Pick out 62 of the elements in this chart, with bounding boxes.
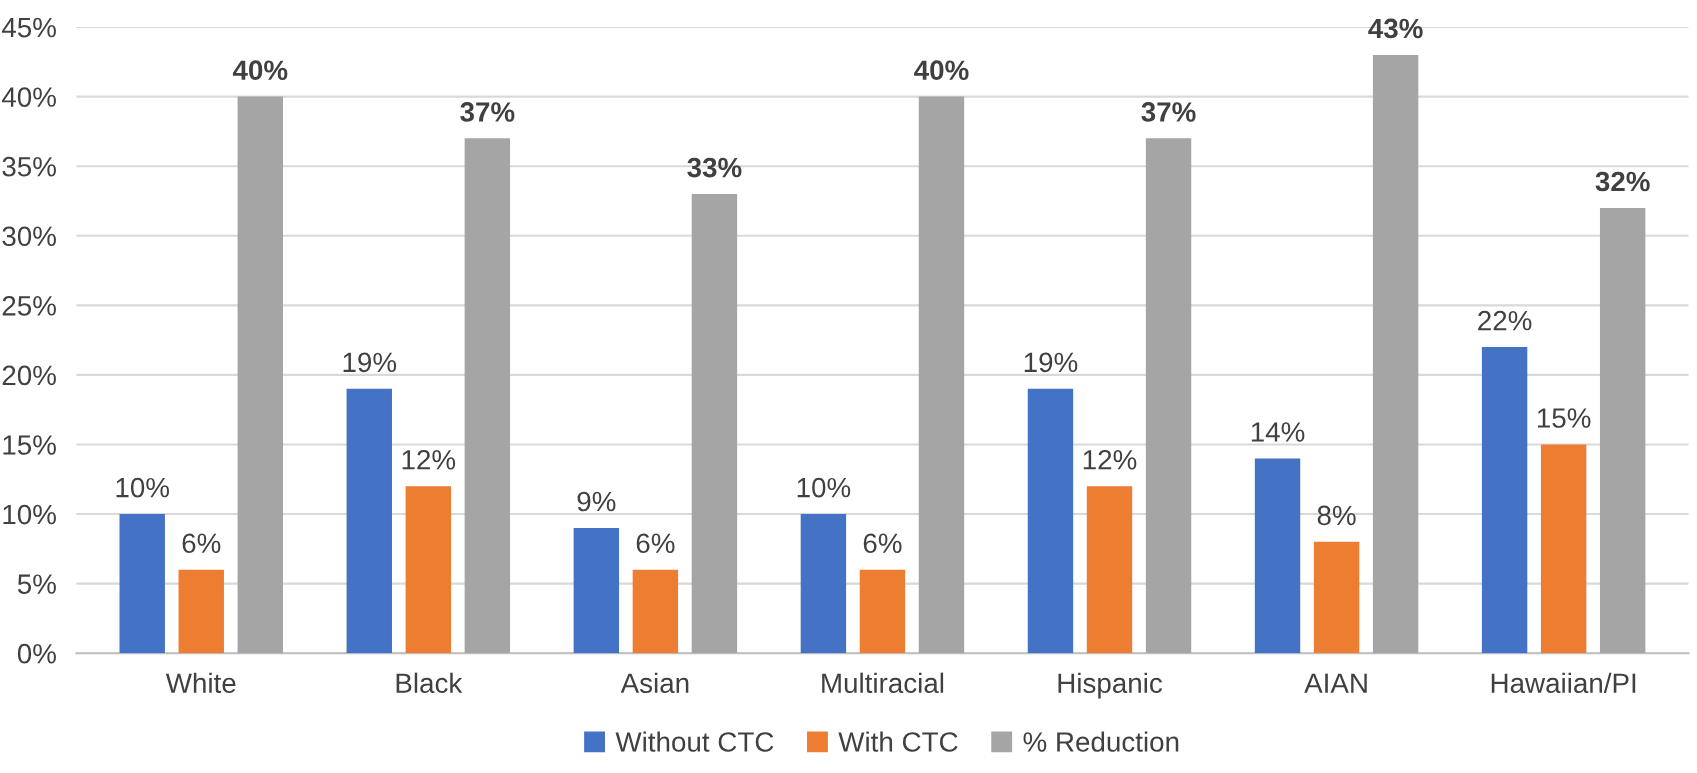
x-tick-label: AIAN <box>1304 673 1367 693</box>
bar <box>800 514 847 654</box>
bar <box>691 194 738 654</box>
bar <box>1086 486 1133 654</box>
x-tick-label: Multiracial <box>822 672 944 694</box>
y-tick-label: 45% <box>1 17 56 38</box>
data-label: 33% <box>687 157 742 178</box>
data-label: 37% <box>460 102 515 122</box>
bar <box>1027 388 1074 654</box>
data-label: 15% <box>1537 408 1591 428</box>
bar <box>1481 347 1528 654</box>
data-label: 32% <box>1595 171 1650 192</box>
x-tick-label: White <box>165 672 236 694</box>
bar <box>859 569 906 654</box>
data-label: 37% <box>1141 102 1196 122</box>
data-label: 19% <box>343 352 397 373</box>
data-label: 10% <box>797 477 851 498</box>
bar <box>1540 444 1587 654</box>
y-tick-label: 15% <box>3 435 56 455</box>
y-tick-label: 5% <box>17 574 56 594</box>
y-tick-label: 35% <box>2 156 56 177</box>
data-label: 10% <box>116 477 170 498</box>
bar <box>1254 458 1301 654</box>
bar <box>464 138 511 654</box>
data-label: 9% <box>577 491 616 512</box>
y-tick-label: 0% <box>17 643 56 664</box>
legend-label: With CTC <box>838 731 958 752</box>
data-label: 6% <box>636 533 675 554</box>
x-tick-label: Hawaiian/PI <box>1491 672 1636 694</box>
data-label: 43% <box>1368 18 1423 39</box>
data-label: 14% <box>1251 422 1305 442</box>
y-tick-label: 10% <box>3 504 56 525</box>
data-label: 12% <box>1083 449 1137 470</box>
bar <box>237 96 283 654</box>
bar <box>1599 207 1646 654</box>
data-label: 40% <box>232 60 288 81</box>
legend-label: Without CTC <box>615 731 774 752</box>
data-label: 22% <box>1478 310 1532 331</box>
bar <box>346 388 392 654</box>
x-tick-label: Asian <box>620 672 689 694</box>
bar <box>918 96 965 654</box>
data-label: 19% <box>1024 352 1078 373</box>
data-label: 6% <box>863 533 902 554</box>
x-tick-label: Black <box>396 672 463 694</box>
y-tick-label: 40% <box>1 87 56 107</box>
bar <box>1313 541 1360 654</box>
data-label: 40% <box>914 60 969 81</box>
bar <box>632 569 679 654</box>
data-label: 8% <box>1317 505 1356 526</box>
bar <box>573 527 620 654</box>
bar <box>1372 54 1419 654</box>
bar <box>1145 138 1192 654</box>
data-label: 12% <box>402 449 456 470</box>
bar <box>119 514 165 654</box>
y-tick-label: 20% <box>2 365 56 386</box>
y-tick-label: 30% <box>2 226 56 247</box>
legend-label: % Reduction <box>1023 731 1179 752</box>
y-tick-label: 25% <box>2 296 56 316</box>
bar <box>178 569 224 654</box>
x-tick-label: Hispanic <box>1058 672 1163 699</box>
data-label: 6% <box>182 533 221 554</box>
bar <box>405 486 452 654</box>
